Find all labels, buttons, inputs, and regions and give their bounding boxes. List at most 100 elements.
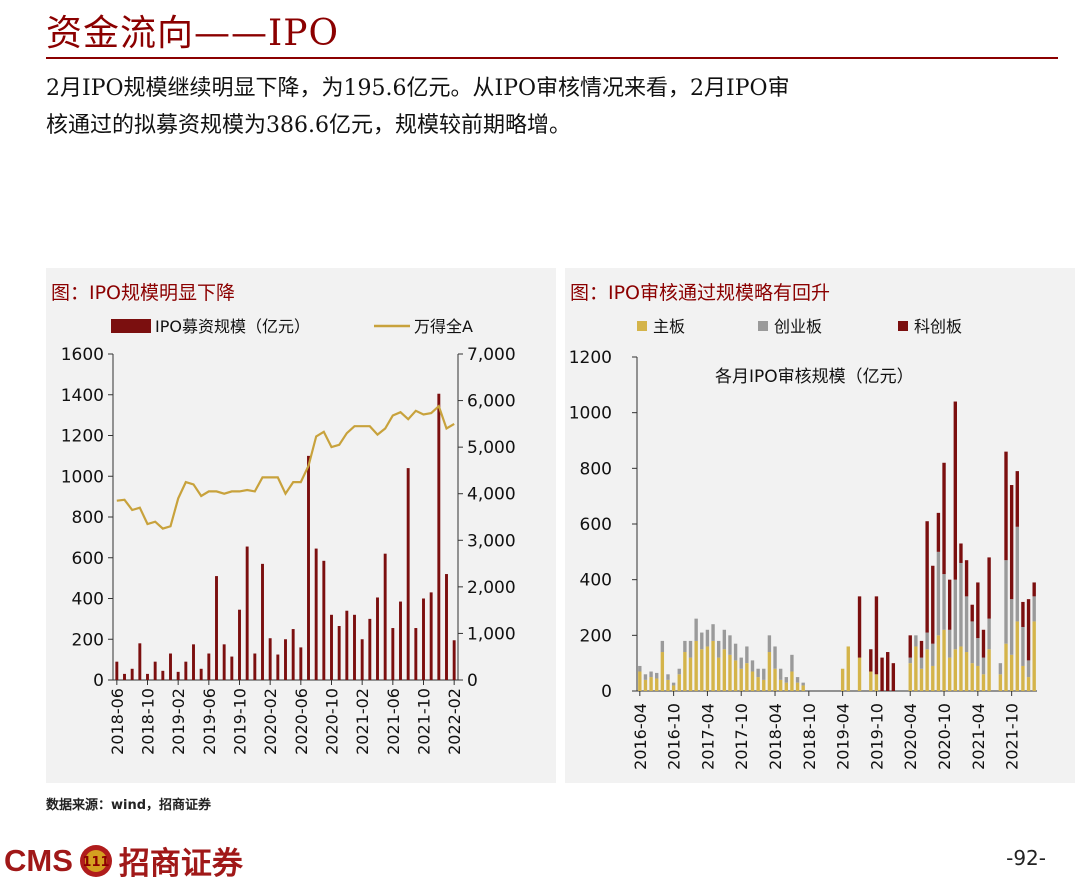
wind-a-index-line [116, 404, 455, 530]
right-tick-label: 2,000 [467, 578, 516, 598]
summary-line-2: 核通过的拟募资规模为386.6亿元，规模较前期略增。 [46, 113, 571, 138]
review-bar-segment [931, 665, 935, 691]
ipo-bar [391, 628, 395, 680]
review-bar-segment [919, 668, 924, 691]
ipo-bar [322, 560, 326, 680]
page-number: -92- [1006, 846, 1046, 870]
review-bar-segment [919, 657, 924, 669]
review-bar-segment [886, 652, 890, 691]
review-bar-segment [936, 551, 941, 636]
ipo-bar [345, 610, 349, 680]
review-bar-segment [976, 638, 980, 666]
ipo-bar [376, 597, 379, 680]
review-bar-segment [677, 668, 681, 675]
review-bar-segment [694, 640, 698, 691]
ipo-bar [222, 644, 226, 680]
review-bar-segment [931, 565, 935, 644]
review-bar-segment [964, 596, 969, 653]
review-bar-segment [666, 679, 670, 691]
review-bar-segment [1015, 471, 1019, 527]
review-bar-segment [1009, 599, 1014, 655]
ipo-bar [207, 653, 211, 680]
review-bar-segment [998, 674, 1003, 691]
review-bar-segment [1004, 560, 1008, 644]
review-bar-segment [914, 635, 918, 647]
review-bar-segment [942, 462, 946, 575]
right-tick-label: 6,000 [467, 392, 516, 412]
x-tick-label: 2020-10 [935, 703, 954, 770]
review-bar-segment [649, 677, 653, 691]
left-tick-label: 1600 [61, 345, 104, 365]
review-bar-segment [790, 654, 794, 672]
review-bar-segment [936, 635, 941, 691]
review-bar-segment [700, 632, 704, 650]
ipo-bar [276, 654, 280, 680]
left-tick-label: 800 [72, 508, 104, 528]
review-bar-segment [638, 665, 642, 672]
review-bar-segment [671, 682, 676, 686]
review-bar-segment [987, 649, 991, 691]
right-tick-label: 7,000 [467, 345, 516, 365]
ipo-bar [238, 609, 241, 680]
ipo-bar [429, 592, 433, 680]
review-bar-segment [705, 629, 710, 647]
review-bar-segment [947, 629, 952, 658]
y-tick-label: 600 [580, 515, 612, 535]
review-bar-segment [773, 668, 777, 691]
x-tick-label: 2020-02 [261, 688, 280, 755]
review-bar-segment [666, 674, 670, 680]
review-bar-segment [801, 685, 805, 691]
ipo-bar [299, 647, 303, 680]
x-tick-label: 2021-06 [384, 688, 403, 755]
review-bar-segment [739, 668, 743, 691]
review-bar-segment [947, 579, 952, 630]
review-bar-segment [638, 671, 642, 691]
review-bar-segment [739, 657, 743, 669]
left-tick-label: 1400 [61, 386, 104, 406]
x-tick-label: 2019-04 [834, 703, 853, 770]
x-tick-label: 2019-10 [867, 703, 886, 770]
review-bar-segment [649, 671, 653, 678]
review-bar-segment [1021, 626, 1025, 666]
review-bar-segment [891, 663, 896, 691]
legend-bar-label: IPO募资规模（亿元） [155, 317, 310, 336]
ipo-bar [230, 656, 234, 680]
review-bar-segment [711, 624, 715, 641]
right-tick-label: 4,000 [467, 485, 516, 505]
review-bar-segment [964, 560, 969, 597]
ipo-bar [284, 639, 287, 680]
review-bar-segment [1026, 599, 1031, 661]
review-bar-segment [756, 677, 760, 691]
review-bar-segment [784, 682, 788, 691]
review-bar-segment [970, 604, 974, 622]
review-bar-segment [874, 596, 879, 675]
ipo-bar [368, 618, 372, 680]
review-bar-segment [762, 668, 766, 680]
review-bar-segment [1032, 621, 1036, 691]
review-bar-segment [750, 671, 755, 691]
chart-subtitle: 各月IPO审核规模（亿元） [715, 367, 914, 387]
y-tick-label: 400 [580, 571, 612, 591]
review-bar-segment [1009, 485, 1014, 600]
review-bar-segment [1032, 596, 1036, 622]
x-tick-label: 2021-04 [969, 703, 988, 770]
review-bar-segment [953, 401, 957, 580]
x-tick-label: 2021-10 [415, 688, 434, 755]
left-tick-label: 400 [72, 590, 104, 610]
review-bar-segment [953, 579, 957, 650]
review-bar-segment [987, 618, 991, 650]
ipo-bar [291, 629, 295, 680]
logo-badge-icon: 111 [79, 844, 112, 877]
ipo-bar [169, 653, 172, 680]
ipo-bar [406, 468, 410, 680]
review-bar-segment [840, 668, 845, 691]
legend-swatch [898, 321, 908, 331]
review-bar-segment [908, 635, 912, 658]
review-bar-segment [722, 649, 727, 691]
review-bar-segment [694, 618, 698, 641]
review-bar-segment [959, 543, 963, 563]
review-bar-segment [1015, 621, 1019, 691]
chart-title: 图：IPO审核通过规模略有回升 [570, 282, 830, 304]
ipo-bar [268, 638, 272, 680]
review-bar-segment [1009, 654, 1014, 691]
